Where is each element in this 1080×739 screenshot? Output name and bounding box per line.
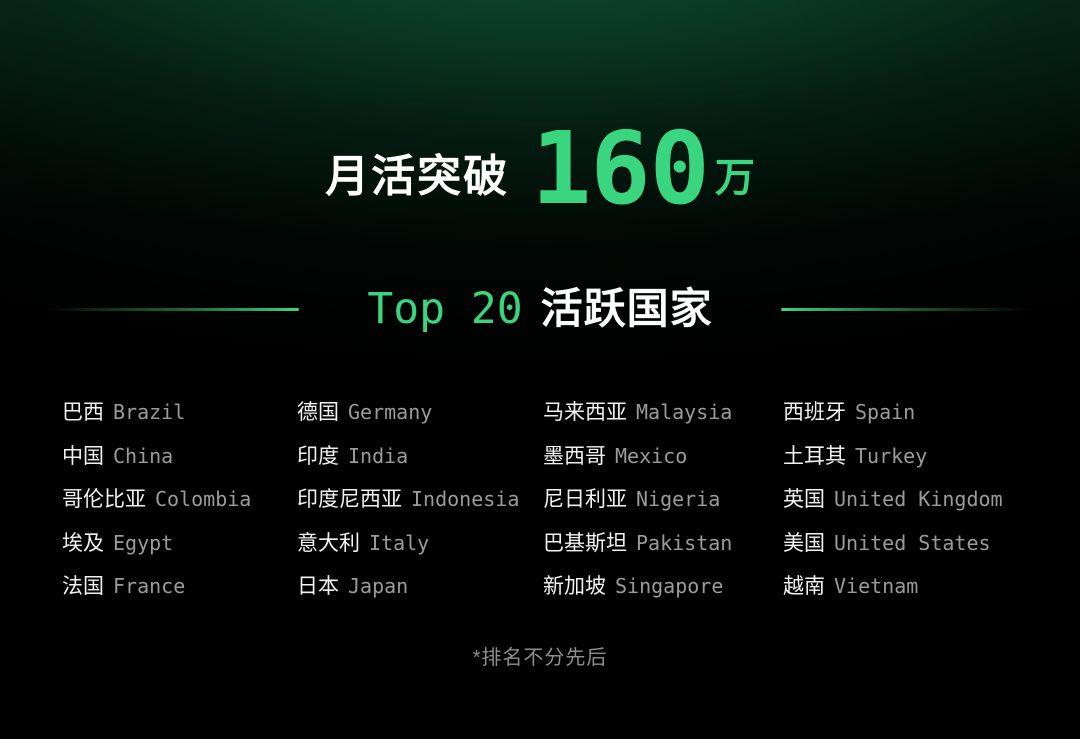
country-name-en: Vietnam (834, 574, 919, 598)
country-item: 墨西哥 Mexico (543, 442, 783, 486)
country-name-cn: 马来西亚 (543, 401, 627, 424)
country-item: 法国 France (62, 572, 297, 616)
country-item: 土耳其 Turkey (783, 442, 1040, 486)
country-name-en: Malaysia (636, 400, 733, 424)
country-item: 尼日利亚 Nigeria (543, 485, 783, 529)
country-name-cn: 中国 (62, 444, 104, 468)
headline-prefix-label: 月活突破 (325, 152, 510, 201)
country-item: 印度 India (297, 442, 543, 486)
country-item: 新加坡 Singapore (543, 572, 783, 616)
country-name-cn: 土耳其 (783, 444, 846, 468)
country-name-cn: 日本 (297, 575, 339, 598)
country-name-en: Indonesia (411, 487, 520, 511)
country-item: 德国 Germany (297, 398, 543, 442)
country-column-1: 巴西 Brazil 中国 China 哥伦比亚 Colombia 埃及 Egyp… (62, 398, 297, 616)
headline-metric-unit: 万 (714, 156, 755, 200)
country-name-en: India (348, 443, 409, 468)
country-name-en: Brazil (113, 400, 186, 424)
country-name-cn: 德国 (297, 401, 339, 424)
country-name-cn: 越南 (783, 575, 825, 598)
country-name-cn: 埃及 (62, 531, 104, 555)
country-item: 马来西亚 Malaysia (543, 398, 783, 442)
country-name-cn: 巴基斯坦 (543, 531, 627, 555)
country-name-cn: 西班牙 (783, 401, 846, 424)
country-name-en: Italy (369, 530, 430, 555)
country-item: 巴西 Brazil (62, 398, 297, 442)
country-name-cn: 印度尼西亚 (297, 488, 402, 511)
country-name-cn: 新加坡 (543, 575, 606, 598)
country-name-en: Germany (348, 400, 433, 424)
country-name-en: Japan (348, 574, 409, 598)
country-name-cn: 美国 (783, 531, 825, 555)
country-item: 英国 United Kingdom (783, 485, 1040, 529)
country-name-cn: 哥伦比亚 (62, 488, 146, 511)
country-name-cn: 意大利 (297, 531, 360, 555)
country-name-en: Spain (855, 400, 916, 424)
footnote: *排名不分先后 (472, 647, 608, 669)
country-name-en: Mexico (615, 443, 688, 468)
country-item: 中国 China (62, 442, 297, 486)
country-grid: 巴西 Brazil 中国 China 哥伦比亚 Colombia 埃及 Egyp… (62, 398, 1040, 616)
country-name-en: France (113, 574, 186, 598)
country-item: 西班牙 Spain (783, 398, 1040, 442)
country-name-cn: 印度 (297, 444, 339, 468)
country-item: 日本 Japan (297, 572, 543, 616)
section-title-en-label: Top 20 (367, 283, 523, 334)
country-name-en: Pakistan (636, 530, 733, 555)
divider-left (49, 307, 300, 311)
headline-metric-value: 160 (531, 110, 710, 227)
country-item: 越南 Vietnam (783, 572, 1040, 616)
section-title-row: Top 20 活跃国家 (49, 279, 1031, 339)
country-name-en: Nigeria (636, 487, 721, 511)
country-name-cn: 法国 (62, 575, 104, 598)
divider-right (780, 307, 1031, 311)
country-name-en: Egypt (113, 530, 174, 555)
country-item: 巴基斯坦 Pakistan (543, 529, 783, 573)
country-name-en: Colombia (155, 487, 252, 511)
country-column-4: 西班牙 Spain 土耳其 Turkey 英国 United Kingdom 美… (783, 398, 1040, 616)
headline: 月活突破 160 万 (0, 107, 1080, 219)
country-column-3: 马来西亚 Malaysia 墨西哥 Mexico 尼日利亚 Nigeria 巴基… (543, 398, 783, 616)
country-name-en: United Kingdom (834, 487, 1003, 511)
country-name-en: United States (834, 530, 991, 555)
country-column-2: 德国 Germany 印度 India 印度尼西亚 Indonesia 意大利 … (297, 398, 543, 616)
country-item: 印度尼西亚 Indonesia (297, 485, 543, 529)
country-name-cn: 尼日利亚 (543, 488, 627, 511)
country-name-cn: 英国 (783, 488, 825, 511)
section-title-cn-label: 活跃国家 (540, 284, 713, 332)
country-name-en: China (113, 443, 174, 468)
country-item: 美国 United States (783, 529, 1040, 573)
country-name-en: Turkey (855, 443, 928, 468)
country-item: 哥伦比亚 Colombia (62, 485, 297, 529)
country-name-cn: 墨西哥 (543, 444, 606, 468)
section-title: Top 20 活跃国家 (367, 284, 713, 332)
country-item: 意大利 Italy (297, 529, 543, 573)
country-name-cn: 巴西 (62, 401, 104, 424)
country-item: 埃及 Egypt (62, 529, 297, 573)
country-name-en: Singapore (615, 574, 724, 598)
